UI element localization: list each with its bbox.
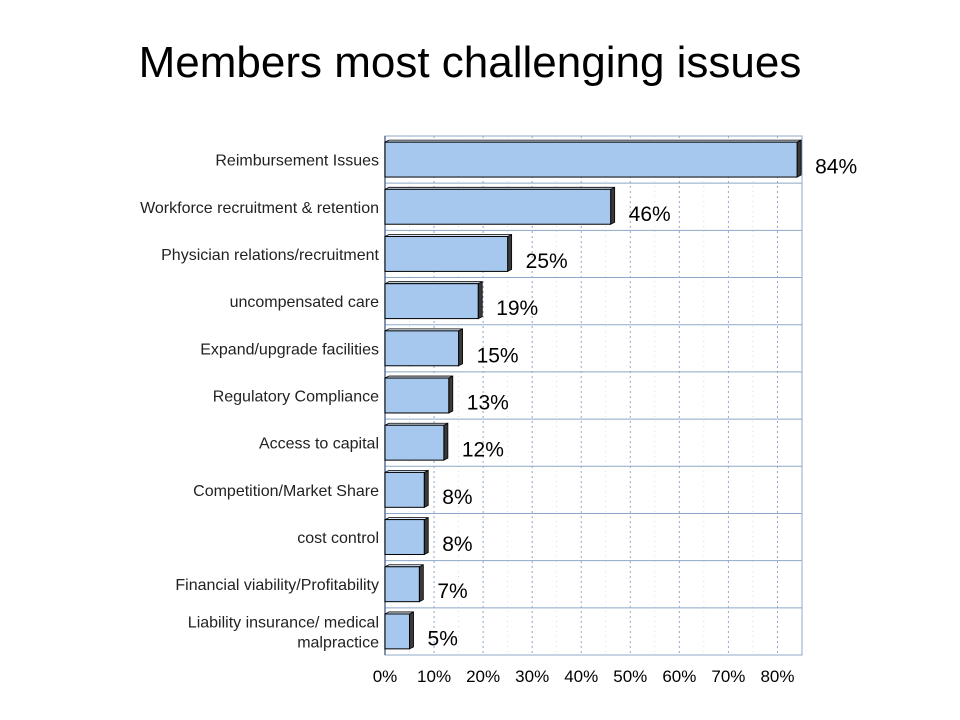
- category-label: Competition/Market Share: [193, 483, 379, 500]
- bar: [384, 377, 450, 414]
- value-label: 46%: [629, 203, 671, 226]
- category-label: Liability insurance/ medical malpractice: [188, 614, 379, 651]
- x-tick-label: 40%: [564, 667, 598, 686]
- category-label: Access to capital: [259, 436, 379, 453]
- bars: [384, 139, 802, 650]
- value-label: 25%: [526, 250, 568, 273]
- category-labels: Reimbursement Issues Workforce recruitmen…: [140, 153, 379, 652]
- bar-depth: [796, 139, 802, 178]
- bar: [384, 330, 460, 367]
- bar-depth: [477, 281, 483, 320]
- bar: [384, 519, 425, 556]
- bar-depth: [423, 469, 429, 508]
- category-label: Physician relations/recruitment: [161, 247, 379, 264]
- bar: [384, 235, 509, 272]
- category-label: Reimbursement Issues: [215, 153, 379, 170]
- category-label: Financial viability/Profitability: [175, 577, 379, 594]
- chart-title: Members most challenging issues: [138, 38, 802, 87]
- x-tick-label: 70%: [711, 667, 745, 686]
- value-label: 5%: [428, 627, 458, 650]
- category-label: cost control: [297, 530, 379, 547]
- category-label: Regulatory Compliance: [213, 389, 379, 406]
- value-label: 7%: [437, 580, 467, 603]
- bar-depth: [443, 422, 449, 461]
- category-label: Workforce recruitment & retention: [140, 200, 379, 217]
- x-tick-label: 10%: [417, 667, 451, 686]
- bar-depth: [418, 564, 424, 603]
- bar-depth: [423, 516, 429, 556]
- value-label: 8%: [442, 533, 472, 556]
- value-labels: 84% 46% 25% 19% 15% 13% 12% 8% 8% 7% 5%: [428, 156, 858, 651]
- value-label: 8%: [442, 486, 472, 509]
- bar-depth: [409, 611, 414, 650]
- x-tick-label: 50%: [613, 667, 647, 686]
- x-tick-label: 60%: [662, 667, 696, 686]
- bar: [384, 188, 612, 225]
- bar-depth: [610, 186, 616, 225]
- bar: [384, 141, 798, 178]
- bar: [384, 424, 445, 461]
- bar-depth: [458, 328, 463, 367]
- bar-depth: [507, 233, 513, 273]
- x-tick-label: 20%: [466, 667, 500, 686]
- category-label-line: malpractice: [297, 634, 379, 651]
- category-label: uncompensated care: [230, 294, 380, 311]
- x-tick-label: 30%: [515, 667, 549, 686]
- category-label: Expand/upgrade facilities: [200, 341, 379, 358]
- value-label: 84%: [815, 156, 857, 179]
- bar-depth: [448, 375, 454, 414]
- category-label-line: Liability insurance/ medical: [188, 614, 379, 631]
- bar: [384, 566, 420, 603]
- bar: [384, 283, 479, 320]
- value-label: 13%: [467, 392, 509, 415]
- value-label: 15%: [477, 344, 519, 367]
- x-tick-label: 0%: [373, 667, 398, 686]
- value-label: 12%: [462, 439, 504, 462]
- value-label: 19%: [496, 297, 538, 320]
- x-axis-ticks: 0% 10% 20% 30% 40% 50% 60% 70% 80%: [373, 667, 795, 686]
- bar: [384, 613, 411, 650]
- x-tick-label: 80%: [760, 667, 794, 686]
- bar: [384, 471, 425, 508]
